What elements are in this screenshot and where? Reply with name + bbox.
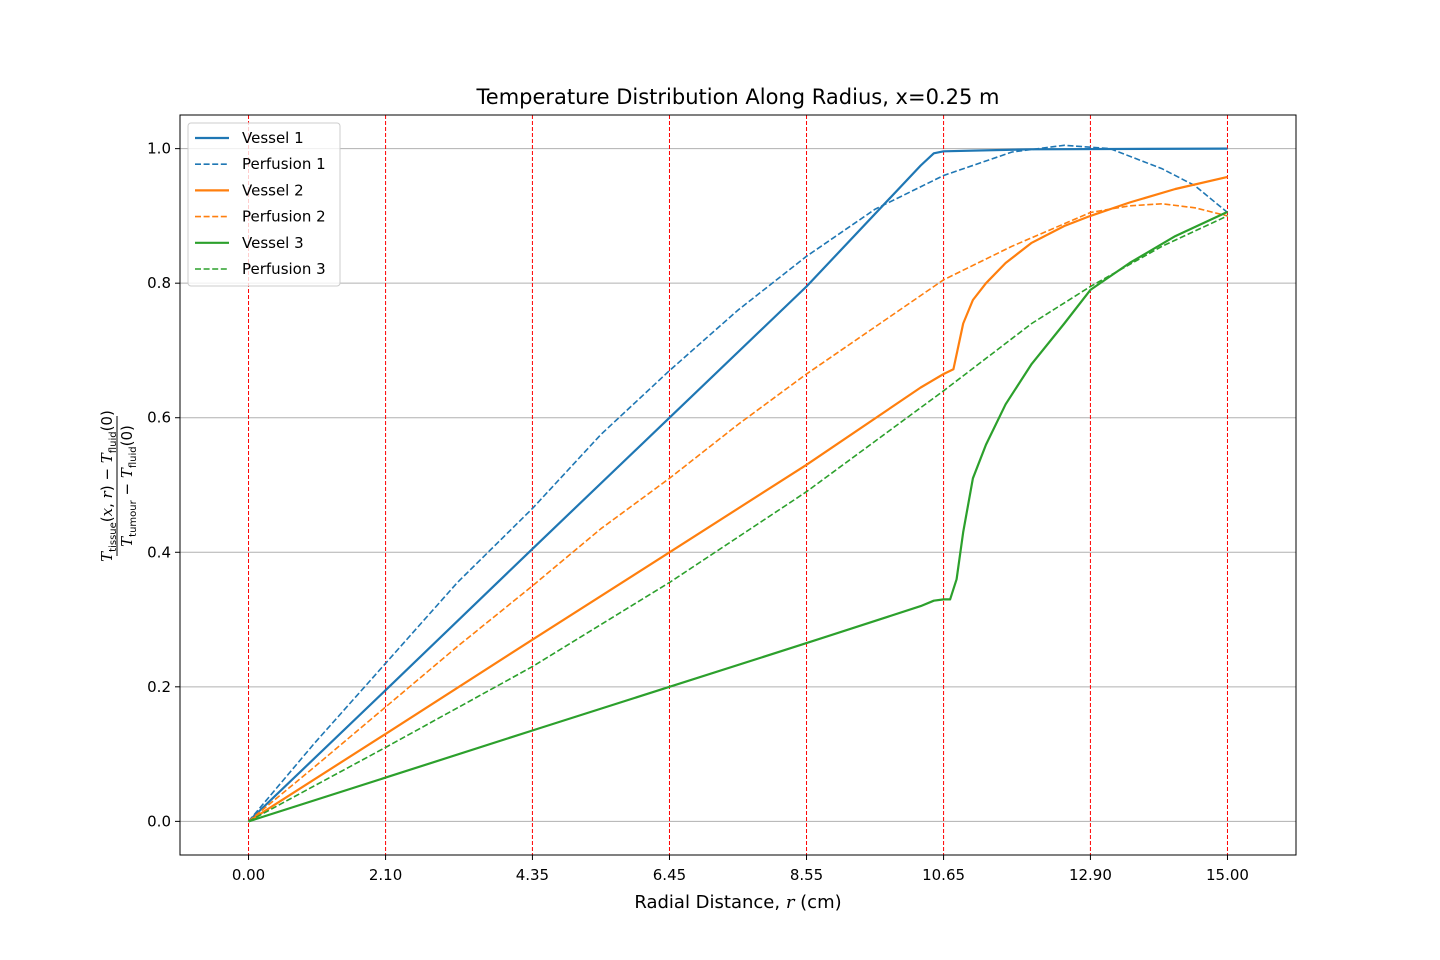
x-axis-title-variable: r — [786, 892, 796, 913]
vertical-marker-layer — [248, 115, 1228, 855]
y-tick-label: 0.4 — [147, 543, 171, 561]
legend-label: Vessel 1 — [242, 129, 304, 147]
legend-label: Vessel 3 — [242, 234, 304, 252]
x-tick-label: 12.90 — [1069, 866, 1112, 884]
y-tick-label: 0.2 — [147, 678, 171, 696]
x-tick-label: 8.55 — [790, 866, 823, 884]
chart-title: Temperature Distribution Along Radius, x… — [476, 85, 1000, 109]
tick-layer: 0.0 0.2 0.4 0.6 0.8 1.0 0.00 2.10 4.35 6.45 8.55 10… — [147, 140, 1249, 884]
y-tick-label: 0.0 — [147, 812, 171, 830]
legend-label: Perfusion 3 — [242, 260, 326, 278]
x-tick-label: 6.45 — [653, 866, 686, 884]
plot-frame — [179, 114, 1297, 856]
series-line-vessel-3 — [248, 210, 1228, 823]
legend-label: Vessel 2 — [242, 181, 304, 199]
plot-area — [180, 115, 1296, 855]
y-tick-label: 0.8 — [147, 274, 171, 292]
x-tick-label: 0.00 — [232, 866, 265, 884]
series-line-perfusion-3 — [248, 215, 1228, 823]
x-tick-label: 10.65 — [922, 866, 965, 884]
y-tick-label: 0.6 — [147, 409, 171, 427]
x-tick-label: 2.10 — [369, 866, 402, 884]
series-layer — [247, 144, 1229, 823]
x-axis-title: Radial Distance, r (cm) — [634, 892, 841, 913]
series-line-vessel-1 — [247, 147, 1228, 823]
x-axis-title-unit: (cm) — [794, 892, 841, 913]
series-line-perfusion-1 — [247, 144, 1229, 822]
legend-label: Perfusion 2 — [242, 208, 326, 226]
series-line-vessel-2 — [247, 175, 1228, 823]
legend-label: Perfusion 1 — [242, 155, 326, 173]
y-tick-label: 1.0 — [147, 140, 171, 158]
x-axis-title-prefix: Radial Distance, — [634, 892, 785, 913]
x-tick-label: 15.00 — [1206, 866, 1249, 884]
x-tick-label: 4.35 — [516, 866, 549, 884]
legend: Vessel 1 Perfusion 1 Vessel 2 Perfusion 2 Ve… — [187, 122, 341, 287]
series-line-perfusion-2 — [247, 203, 1228, 823]
